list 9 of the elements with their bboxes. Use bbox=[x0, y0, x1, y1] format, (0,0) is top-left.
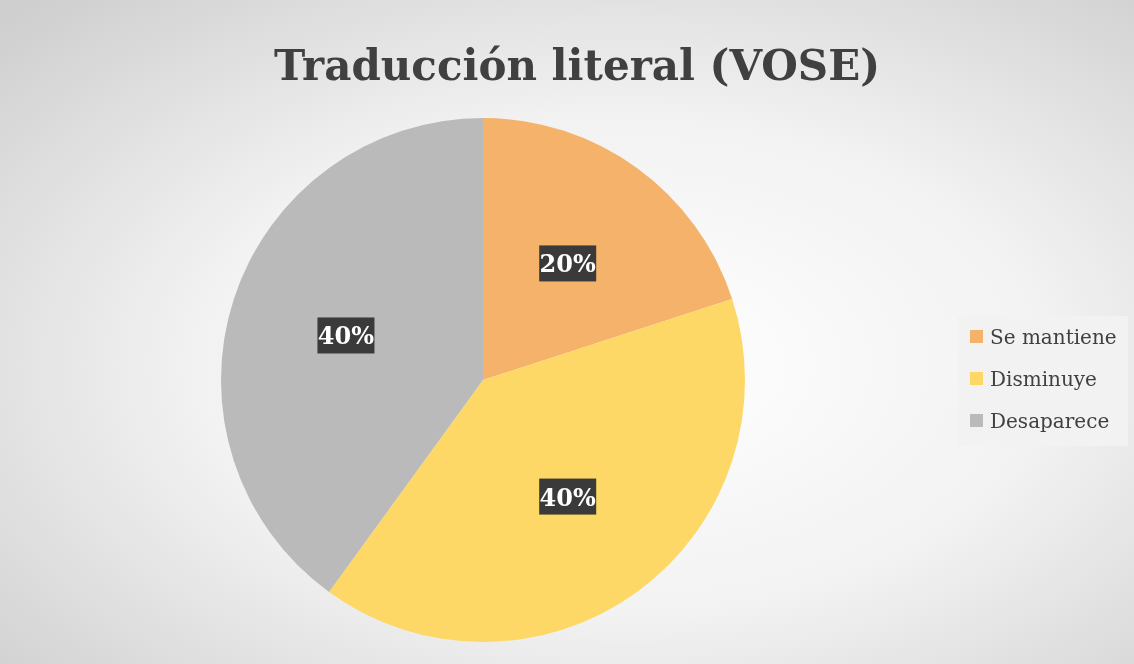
data-label: 40% bbox=[539, 482, 596, 512]
pie-slice bbox=[221, 118, 483, 592]
legend-label: Se mantiene bbox=[990, 325, 1117, 349]
chart-title: Traducción literal (VOSE) bbox=[273, 41, 881, 90]
pie-slice bbox=[483, 118, 733, 380]
legend-label: Disminuye bbox=[990, 367, 1097, 391]
legend-label: Desaparece bbox=[990, 409, 1110, 433]
data-label: 20% bbox=[539, 249, 596, 279]
data-label: 40% bbox=[317, 321, 375, 351]
